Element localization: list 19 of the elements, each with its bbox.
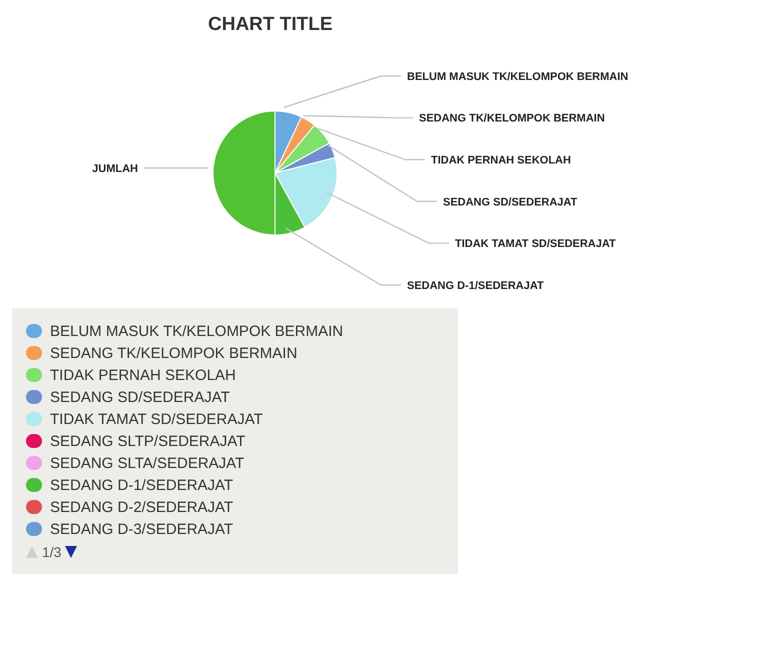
slice-label: BELUM MASUK TK/KELOMPOK BERMAIN: [407, 70, 628, 83]
slice-label: SEDANG SD/SEDERAJAT: [443, 196, 578, 208]
slice-label: JUMLAH: [92, 162, 138, 175]
text: 1/3: [42, 544, 62, 560]
legend-label: SEDANG SLTA/SEDERAJAT: [50, 454, 244, 472]
slice-label: SEDANG TK/KELOMPOK BERMAIN: [419, 112, 605, 125]
legend-label: SEDANG D-3/SEDERAJAT: [50, 520, 234, 538]
legend-label: SEDANG TK/KELOMPOK BERMAIN: [50, 344, 298, 362]
chart-title: CHART TITLE: [208, 14, 333, 36]
legend-label: SEDANG D-2/SEDERAJAT: [50, 498, 234, 516]
slice-label: TIDAK PERNAH SEKOLAH: [431, 154, 572, 166]
legend-label: TIDAK TAMAT SD/SEDERAJAT: [50, 410, 263, 428]
legend-label: SEDANG SLTP/SEDERAJAT: [50, 432, 246, 450]
legend-label: SEDANG SD/SEDERAJAT: [50, 388, 230, 406]
slice-label: SEDANG D-1/SEDERAJAT: [407, 280, 544, 292]
legend-label: TIDAK PERNAH SEKOLAH: [50, 366, 236, 384]
legend-label: BELUM MASUK TK/KELOMPOK BERMAIN: [50, 322, 344, 340]
slice-label: TIDAK TAMAT SD/SEDERAJAT: [455, 238, 616, 250]
legend-label: SEDANG D-1/SEDERAJAT: [50, 476, 234, 494]
